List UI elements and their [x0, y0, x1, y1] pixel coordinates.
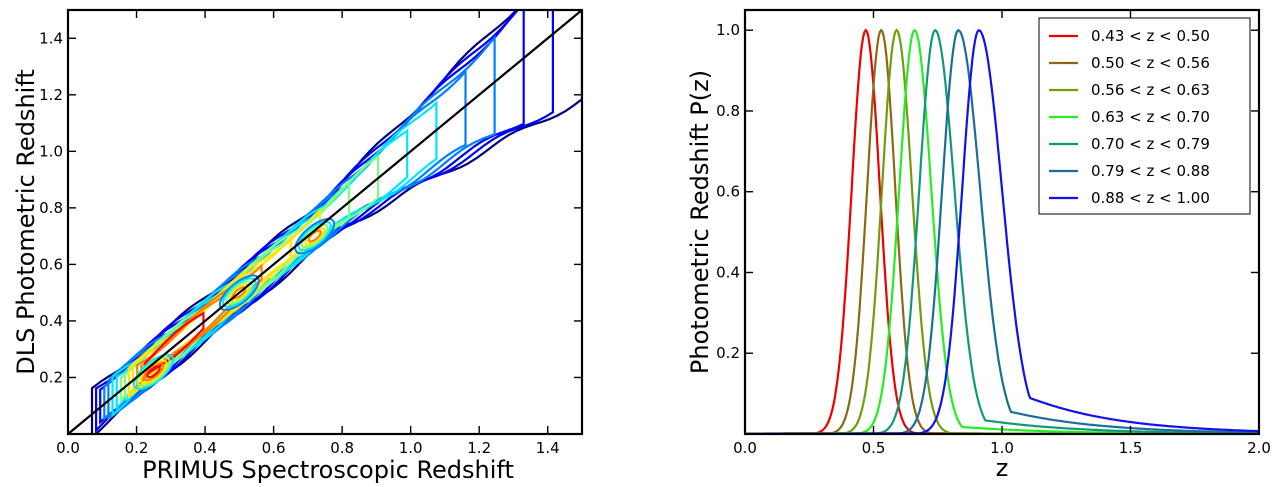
right-y-tick-label: 0.2 [716, 344, 740, 362]
contour-level [132, 235, 292, 396]
legend-label: 0.79 < z < 0.88 [1091, 162, 1210, 180]
left-y-tick-label: 1.4 [39, 29, 63, 47]
left-x-tick-label: 0.2 [125, 439, 149, 457]
one-to-one-line [67, 9, 583, 435]
left-ticks: 0.0 0.2 0.4 0.6 0.8 1.0 1.2 1.4 0.2 0.4 0.6 0.8 1.0 1… [39, 10, 582, 457]
left-x-tick-label: 1.0 [399, 439, 423, 457]
right-x-tick-label: 0.0 [733, 439, 757, 457]
legend-label: 0.43 < z < 0.50 [1091, 27, 1210, 45]
legend: 0.43 < z < 0.50 0.50 < z < 0.56 0.56 < z <… [1038, 17, 1251, 215]
legend-label: 0.50 < z < 0.56 [1091, 54, 1210, 72]
right-y-tick-label: 0.6 [716, 183, 740, 201]
legend-label: 0.56 < z < 0.63 [1091, 81, 1210, 99]
contour-peak [307, 229, 322, 243]
left-x-tick-label: 0.6 [262, 439, 286, 457]
left-y-tick-label: 0.6 [39, 255, 63, 273]
contour-peak [297, 220, 332, 252]
contour-peak [146, 365, 161, 379]
contour-level [111, 100, 438, 418]
contour-peak [300, 223, 329, 249]
right-pz-panel: 0.0 0.5 1.0 1.5 2.0 0.2 0.4 0.6 0.8 1.0 z Photome… [686, 8, 1271, 482]
left-x-tick-label: 0.0 [56, 439, 80, 457]
legend-label: 0.63 < z < 0.70 [1091, 108, 1210, 126]
left-y-tick-label: 0.8 [39, 199, 63, 217]
contour-level [136, 263, 263, 389]
left-y-axis-label: DLS Photometric Redshift [12, 69, 40, 375]
legend-label: 0.88 < z < 1.00 [1091, 189, 1210, 207]
right-x-tick-label: 1.5 [1119, 439, 1143, 457]
legend-label: 0.70 < z < 0.79 [1091, 135, 1210, 153]
left-x-tick-label: 0.8 [330, 439, 354, 457]
contour-peak [294, 217, 336, 255]
right-y-tick-label: 0.8 [716, 102, 740, 120]
left-contour-panel: 0.0 0.2 0.4 0.6 0.8 1.0 1.2 1.4 0.2 0.4 0.6 0.8 1.0 1… [12, 8, 584, 484]
contour-level [107, 68, 467, 420]
left-axis-frame [66, 8, 584, 436]
left-y-tick-label: 0.4 [39, 312, 63, 330]
left-x-axis-label: PRIMUS Spectroscopic Redshift [142, 456, 514, 483]
right-x-axis-label: z [996, 454, 1009, 482]
left-x-tick-label: 0.4 [193, 439, 217, 457]
right-x-tick-label: 1.0 [990, 439, 1014, 457]
contour-peak [136, 356, 171, 388]
right-x-tick-label: 2.0 [1247, 439, 1271, 457]
left-y-tick-label: 1.2 [39, 86, 63, 104]
right-x-tick-label: 0.5 [862, 439, 886, 457]
left-x-tick-label: 1.2 [467, 439, 491, 457]
right-y-axis-label: Photometric Redshift P(z) [686, 70, 714, 374]
right-ticks: 0.0 0.5 1.0 1.5 2.0 0.2 0.4 0.6 0.8 1.0 [716, 10, 1271, 457]
left-y-tick-label: 0.2 [39, 368, 63, 386]
right-y-tick-label: 1.0 [716, 21, 740, 39]
right-y-tick-label: 0.4 [716, 263, 740, 281]
contour-peak [143, 362, 165, 382]
contour-level [103, 34, 496, 421]
contour-level [144, 311, 205, 377]
left-y-tick-label: 1.0 [39, 142, 63, 160]
contour-peak [133, 353, 175, 390]
contour-lines [90, 10, 582, 434]
left-x-tick-label: 1.4 [536, 439, 560, 457]
